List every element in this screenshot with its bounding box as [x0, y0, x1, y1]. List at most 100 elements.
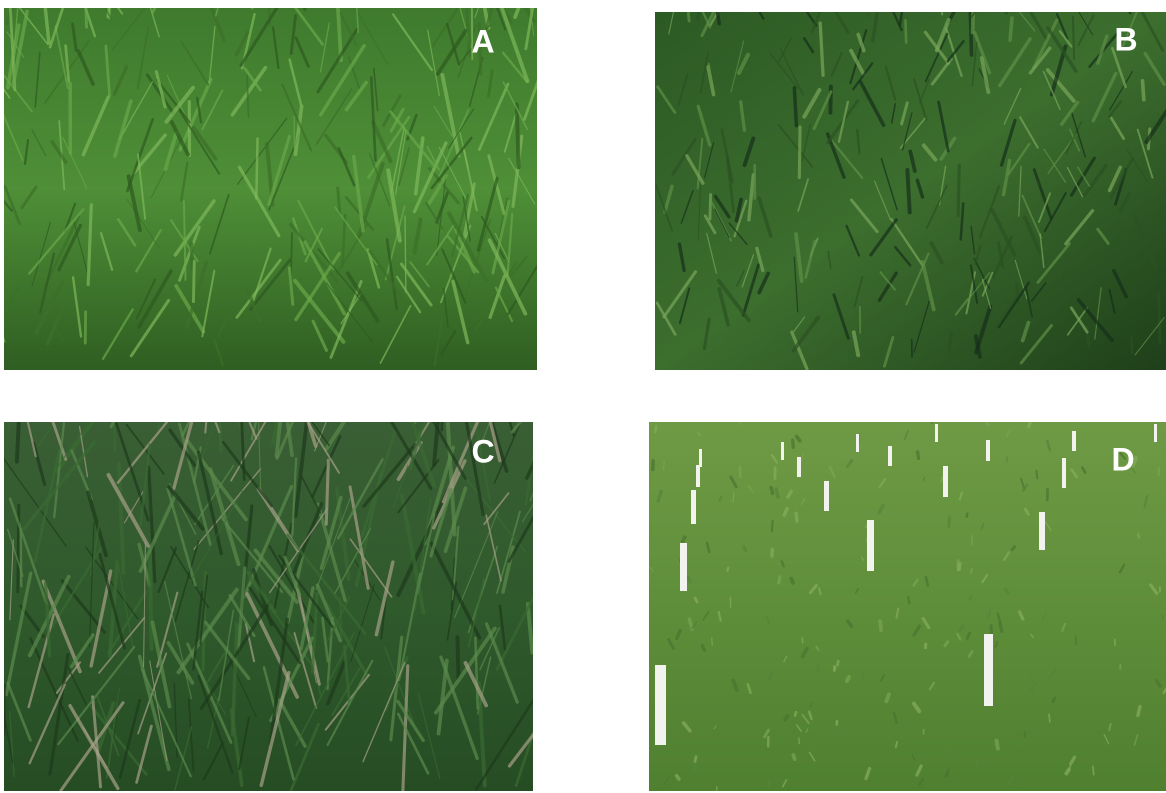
grass-blade — [794, 232, 804, 283]
grass-blade — [106, 472, 150, 548]
grass-blade — [805, 12, 818, 27]
grass-blade — [316, 28, 359, 94]
grass-blade — [920, 259, 936, 312]
stake — [986, 440, 990, 461]
grass-blade — [680, 190, 694, 224]
grass-blade — [426, 146, 440, 171]
grass-blade — [959, 202, 965, 241]
grass-blade — [29, 637, 79, 742]
grass-blade — [1082, 163, 1108, 198]
grass-blade — [154, 70, 167, 109]
grass-blade — [348, 485, 370, 590]
grass-blade — [178, 77, 213, 152]
grass-blade — [291, 457, 298, 537]
grass-blade — [348, 56, 361, 90]
grass-blade — [1025, 286, 1033, 318]
stake — [655, 665, 666, 745]
grass-blade — [470, 8, 474, 60]
grass-blade — [294, 36, 310, 68]
grass-blade — [62, 137, 88, 189]
grass-blade — [467, 545, 499, 634]
grass-blade — [849, 48, 866, 76]
grass-blade — [239, 8, 279, 67]
grass-blade — [268, 617, 289, 746]
grass-blade — [901, 112, 913, 151]
grass-blade — [196, 96, 203, 124]
grass-blade — [759, 669, 763, 677]
grass-blade — [221, 440, 273, 508]
grass-blade — [956, 163, 961, 218]
grass-blade — [360, 429, 397, 539]
grass-blade — [253, 548, 299, 604]
grass-blade — [742, 136, 756, 168]
grass-blade — [384, 205, 406, 281]
grass-blade — [746, 683, 752, 694]
grass-blade — [180, 161, 189, 202]
grass-blade — [398, 147, 410, 187]
grass-blades — [4, 8, 537, 367]
grass-blades — [655, 12, 1166, 370]
grass-blade — [681, 721, 692, 733]
grass-blade — [1096, 34, 1109, 65]
stake — [888, 446, 892, 466]
grass-blade — [1078, 12, 1094, 36]
grass-blade — [1036, 242, 1071, 284]
grass-blade — [698, 698, 703, 706]
grass-blade — [905, 168, 912, 215]
grass-blade — [443, 486, 468, 553]
grass-blade — [699, 51, 709, 95]
grass-blade — [484, 622, 519, 704]
grass-blade — [428, 173, 448, 205]
grass-blade — [956, 632, 962, 641]
grass-blade — [1108, 288, 1116, 314]
grass-blade — [293, 104, 304, 157]
grass-blade — [487, 238, 528, 316]
grass-blade — [98, 552, 126, 650]
grass-blade — [319, 43, 366, 117]
grass-blade — [728, 709, 732, 719]
grass-blade — [915, 764, 923, 777]
grass-blade — [791, 315, 821, 353]
grass-blade — [182, 200, 187, 281]
grass-blade — [432, 422, 440, 467]
grass-blade — [809, 702, 813, 708]
grass-blade — [864, 766, 872, 781]
grass-blade — [465, 8, 472, 58]
grass-blade — [844, 675, 851, 684]
grass-blade — [1066, 166, 1084, 198]
grass-blade — [803, 37, 815, 54]
grass-blade — [871, 12, 880, 43]
grass-blade — [339, 12, 358, 46]
grass-blade — [921, 143, 938, 162]
grass-blade — [854, 588, 860, 594]
grass-blade — [7, 422, 10, 431]
grass-blade — [1019, 116, 1039, 149]
grass-blade — [943, 767, 951, 779]
grass-blade — [794, 434, 802, 443]
grass-blade — [1136, 704, 1142, 718]
grass-blade — [894, 246, 912, 267]
grass-blade — [713, 725, 717, 730]
grass-blade — [371, 120, 393, 164]
grass-blade — [441, 248, 467, 304]
grass-blade — [246, 74, 250, 119]
grass-blade — [303, 240, 347, 316]
grass-blade — [300, 475, 322, 514]
grass-blade — [668, 12, 675, 35]
grass-blade — [185, 439, 248, 522]
grass-blade — [255, 137, 259, 200]
grass-blade — [1032, 690, 1037, 701]
grass-blade — [147, 547, 154, 651]
grass-blade — [118, 698, 142, 779]
grass-blade — [1051, 696, 1057, 704]
grass-blade — [117, 564, 134, 647]
grass-blade — [4, 571, 33, 697]
grass-blade — [717, 611, 722, 622]
grass-blade — [947, 331, 954, 354]
grass-blade — [18, 8, 49, 45]
grass-blade — [185, 260, 209, 330]
grass-blade — [797, 125, 802, 180]
grass-blade — [270, 422, 280, 446]
grass-blade — [28, 208, 85, 275]
